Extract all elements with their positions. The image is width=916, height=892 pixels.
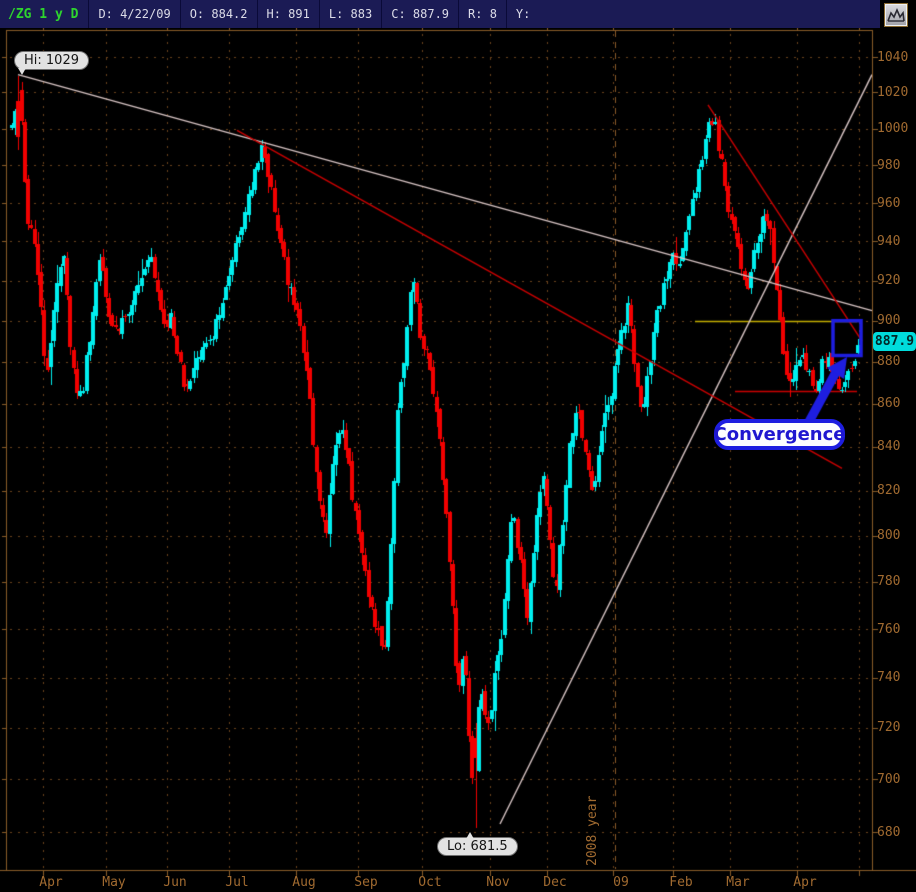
chart-icon bbox=[887, 7, 905, 22]
low-price-callout: Lo: 681.5 bbox=[437, 832, 518, 856]
quote-field: H: 891 bbox=[256, 0, 319, 28]
last-price-tag: 887.9 bbox=[873, 332, 916, 351]
y-axis-label: 920 bbox=[877, 273, 901, 289]
low-price-text: Lo: 681.5 bbox=[447, 839, 508, 854]
y-axis-label: 740 bbox=[877, 670, 901, 686]
x-axis-label: Sep bbox=[354, 875, 378, 890]
x-axis-label: May bbox=[102, 875, 126, 890]
x-axis-label: Dec bbox=[543, 875, 567, 890]
x-axis-label: Apr bbox=[793, 875, 817, 890]
y-axis-label: 760 bbox=[877, 621, 901, 637]
x-axis-label: Mar bbox=[726, 875, 750, 890]
high-price-text: Hi: 1029 bbox=[24, 53, 79, 68]
x-axis-label: Jul bbox=[225, 875, 249, 890]
y-axis-label: 960 bbox=[877, 195, 901, 211]
y-axis-label: 880 bbox=[877, 354, 901, 370]
x-axis-label: 09 bbox=[613, 875, 629, 890]
x-axis-label: Feb bbox=[669, 875, 693, 890]
symbol-label: /ZG 1 y D bbox=[8, 6, 79, 22]
y-axis-label: 860 bbox=[877, 396, 901, 412]
y-axis-label: 900 bbox=[877, 313, 901, 329]
y-axis-label: 1000 bbox=[877, 121, 909, 137]
x-axis-label: Apr bbox=[39, 875, 63, 890]
y-axis-label: 700 bbox=[877, 771, 901, 787]
quote-field: D: 4/22/09 bbox=[88, 0, 179, 28]
quote-field: O: 884.2 bbox=[179, 0, 257, 28]
convergence-annotation: Convergence bbox=[714, 419, 846, 450]
y-axis-label: 680 bbox=[877, 824, 901, 840]
callout-tail bbox=[18, 68, 26, 75]
x-axis-label: Nov bbox=[486, 875, 510, 890]
chart-header-bar: /ZG 1 y D D: 4/22/09 O: 884.2 H: 891 L: 883… bbox=[0, 0, 880, 28]
y-axis-label: 720 bbox=[877, 720, 901, 736]
y-axis-label: 840 bbox=[877, 439, 901, 455]
year-divider-label: 2008 year bbox=[585, 795, 600, 866]
x-axis-label: Aug bbox=[292, 875, 316, 890]
y-axis-label: 820 bbox=[877, 483, 901, 499]
y-axis-label: 940 bbox=[877, 233, 901, 249]
quote-field: C: 887.9 bbox=[381, 0, 458, 28]
x-axis-label: Oct bbox=[418, 875, 442, 890]
quote-fields: D: 4/22/09 O: 884.2 H: 891 L: 883 C: 887.9 R:… bbox=[88, 0, 539, 28]
quote-field: R: 8 bbox=[458, 0, 506, 28]
y-axis-label: 1040 bbox=[877, 49, 909, 65]
y-axis-label: 780 bbox=[877, 574, 901, 590]
chart-style-button[interactable] bbox=[884, 3, 908, 27]
y-axis-label: 800 bbox=[877, 528, 901, 544]
y-axis-label: 980 bbox=[877, 157, 901, 173]
high-price-callout: Hi: 1029 bbox=[14, 51, 89, 75]
quote-field: Y: bbox=[505, 0, 539, 28]
y-axis-label: 1020 bbox=[877, 84, 909, 100]
callout-tail bbox=[466, 832, 474, 839]
x-axis-label: Jun bbox=[163, 875, 187, 890]
quote-field: L: 883 bbox=[318, 0, 381, 28]
